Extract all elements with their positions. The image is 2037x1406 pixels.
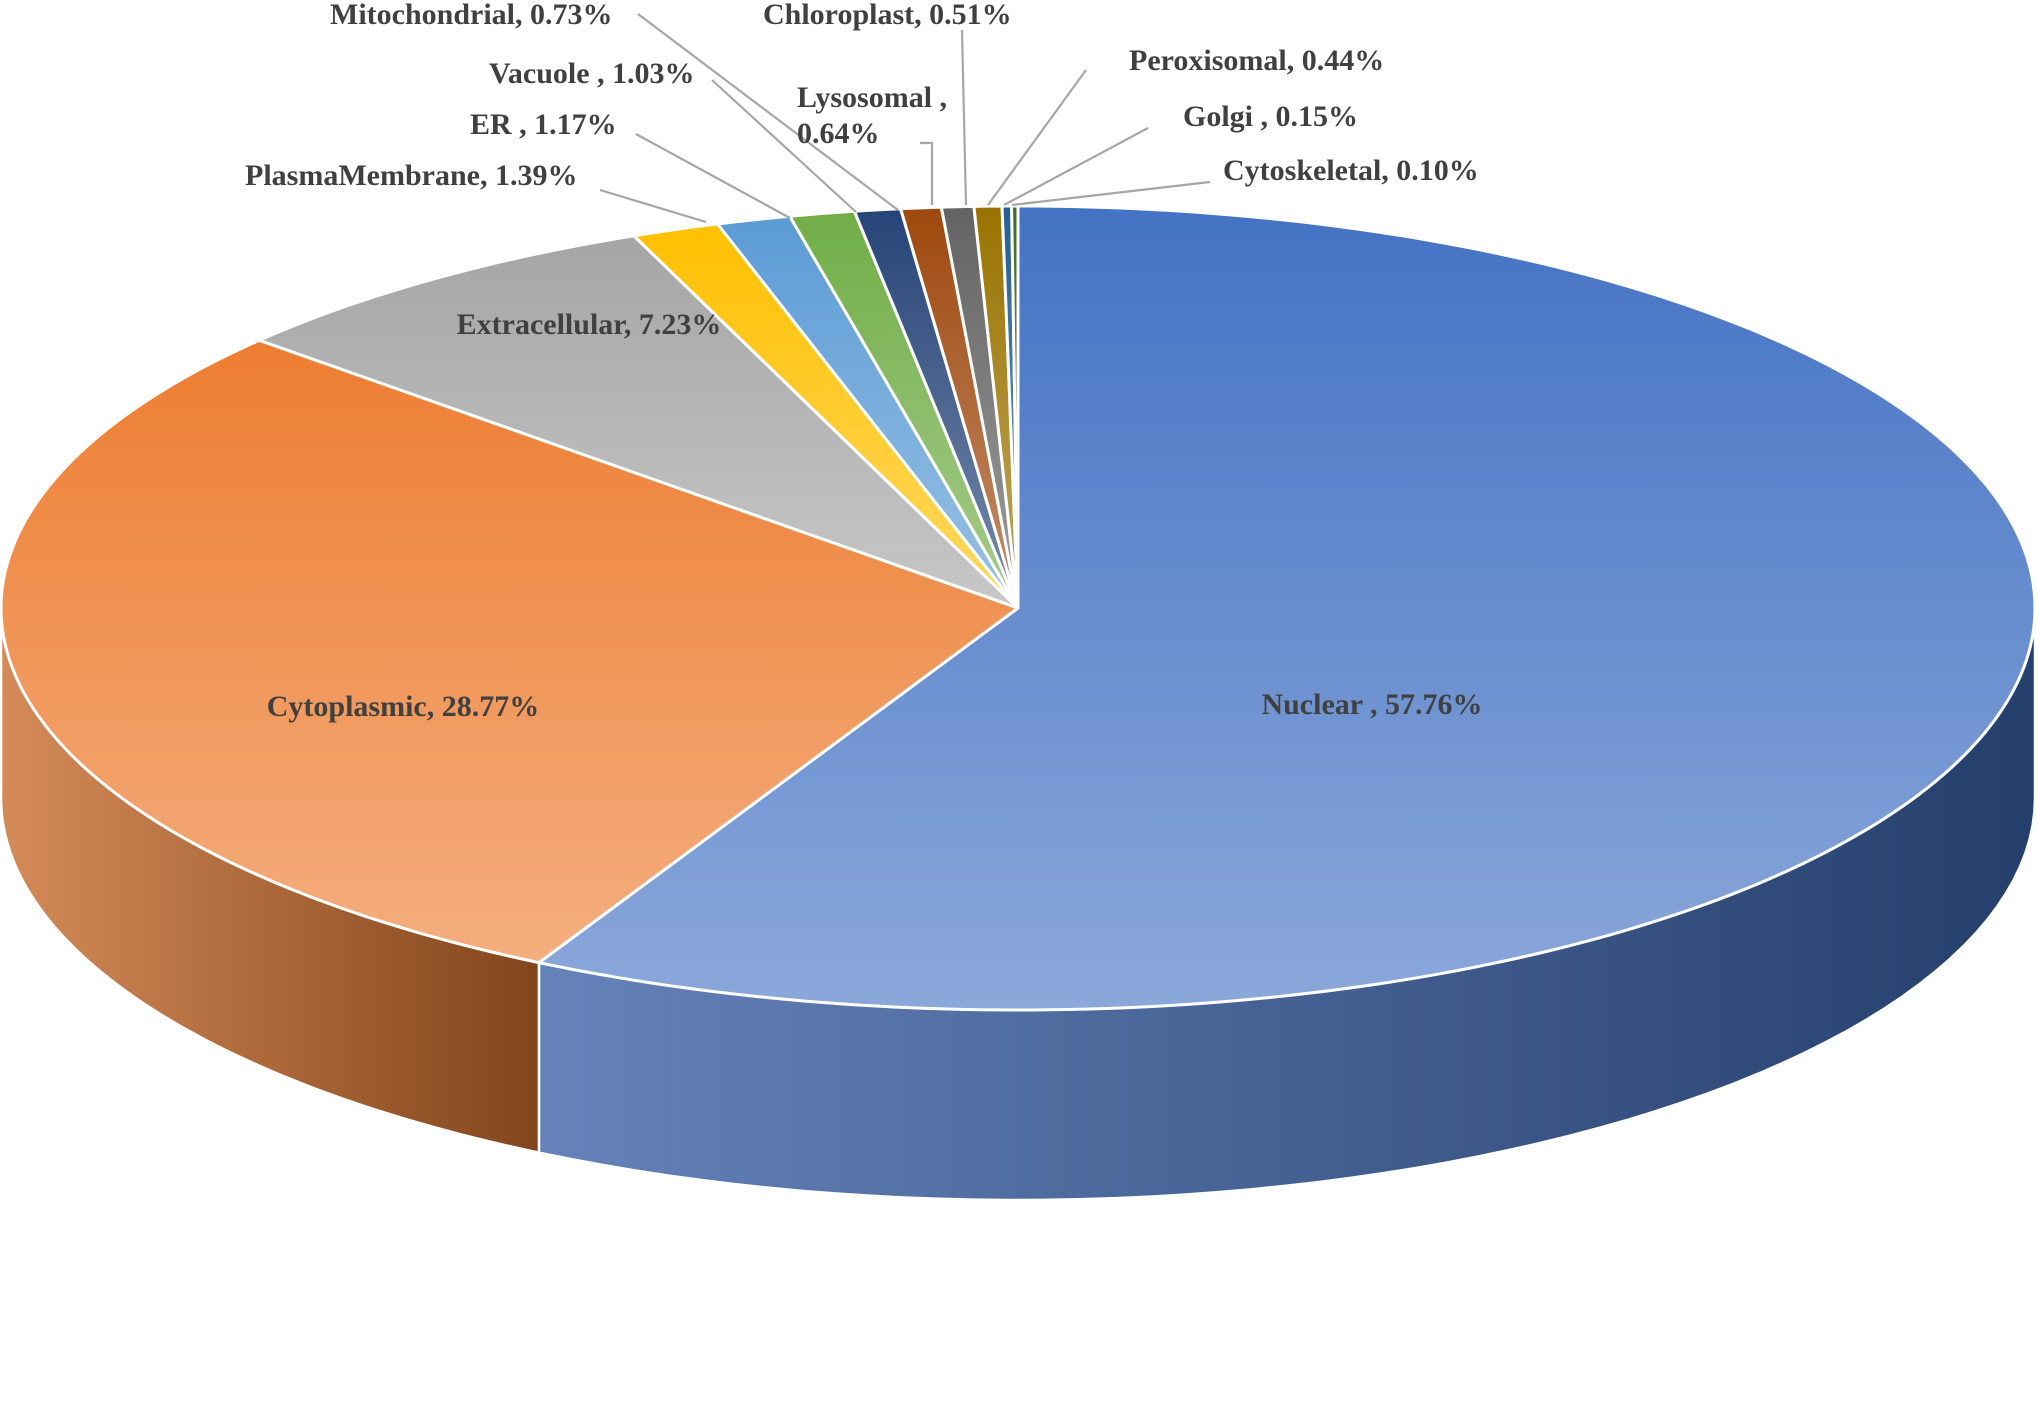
pie-slice-extracellular [257,234,1020,610]
pie-slice-cytoplasmic [0,338,1020,965]
slice-label-cytoskeletal: Cytoskeletal, 0.10% [1223,154,1479,187]
leader-line-cytoskeletal [1011,180,1211,207]
leader-line-mitochondrial [637,13,899,211]
leader-line-plasmamembrane [599,188,707,224]
slice-label-vacuole: Vacuole , 1.03% [489,57,695,90]
leader-line-vacuole [711,79,857,213]
slice-label-cytoplasmic: Cytoplasmic, 28.77% [267,690,540,723]
slice-label-er: ER , 1.17% [470,108,617,141]
slice-labels: Nuclear , 57.76% Cytoplasmic, 28.77% Extra… [245,0,1483,723]
slice-label-mitochondrial: Mitochondrial, 0.73% [330,0,613,31]
slice-label-golgi: Golgi , 0.15% [1183,100,1358,133]
leader-line-er [635,133,791,219]
slice-label-lysosomal: Lysosomal , 0.64% [797,81,947,150]
pie-slice-nuclear [537,204,2037,1012]
pie-top [0,204,2037,1012]
pie-slice-plasmamembrane [632,222,1020,610]
slice-label-plasmamembrane: PlasmaMembrane, 1.39% [245,159,577,192]
pie-slice-cytoskeletal [1010,204,1020,610]
leader-line-golgi [1003,127,1149,206]
slice-label-peroxisomal: Peroxisomal, 0.44% [1129,44,1384,77]
leader-line-chloroplast [960,29,968,206]
leader-line-peroxisomal [987,69,1087,206]
slice-label-extracellular: Extracellular, 7.23% [457,308,722,341]
slice-label-nuclear: Nuclear , 57.76% [1261,688,1482,721]
slice-label-chloroplast: Chloroplast, 0.51% [763,0,1012,31]
leader-line-lysosomal [920,141,934,205]
leader-lines [599,13,1211,224]
